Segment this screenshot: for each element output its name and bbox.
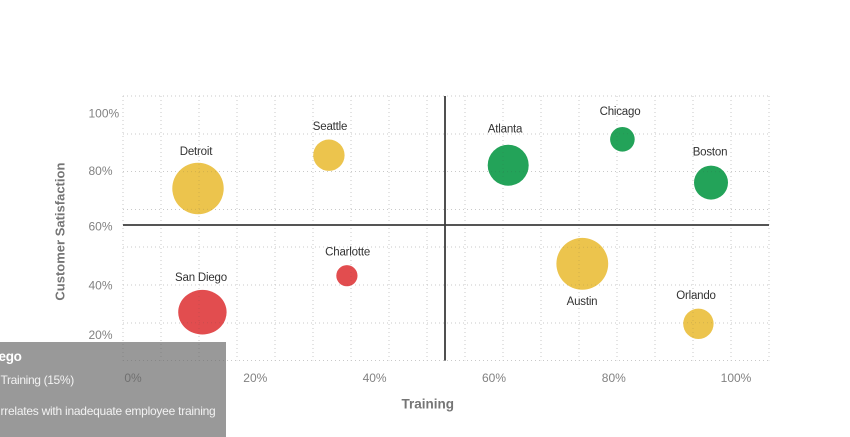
svg-text:Orlando: Orlando [676, 290, 716, 302]
svg-text:Customer Satisfaction: Customer Satisfaction [52, 163, 67, 301]
svg-text:100%: 100% [89, 106, 120, 120]
svg-text:60%: 60% [482, 371, 506, 385]
svg-text:100%: 100% [721, 371, 752, 385]
svg-text:60%: 60% [89, 220, 113, 234]
svg-text:80%: 80% [602, 371, 626, 385]
svg-text:20%: 20% [243, 371, 267, 385]
svg-text:Seattle: Seattle [313, 121, 347, 133]
svg-text:Training: Training [401, 396, 454, 411]
svg-text:40%: 40% [363, 371, 387, 385]
svg-text:40%: 40% [89, 279, 113, 293]
svg-text:Charlotte: Charlotte [325, 247, 370, 259]
svg-text:San Diego: San Diego [175, 272, 227, 284]
svg-text:Chicago: Chicago [600, 106, 641, 118]
svg-text:Austin: Austin [567, 296, 598, 308]
svg-text:20%: 20% [89, 328, 113, 342]
svg-text:Atlanta: Atlanta [488, 124, 523, 136]
svg-text:Detroit: Detroit [180, 146, 213, 158]
svg-text:80%: 80% [89, 164, 113, 178]
svg-text:Boston: Boston [693, 147, 728, 159]
